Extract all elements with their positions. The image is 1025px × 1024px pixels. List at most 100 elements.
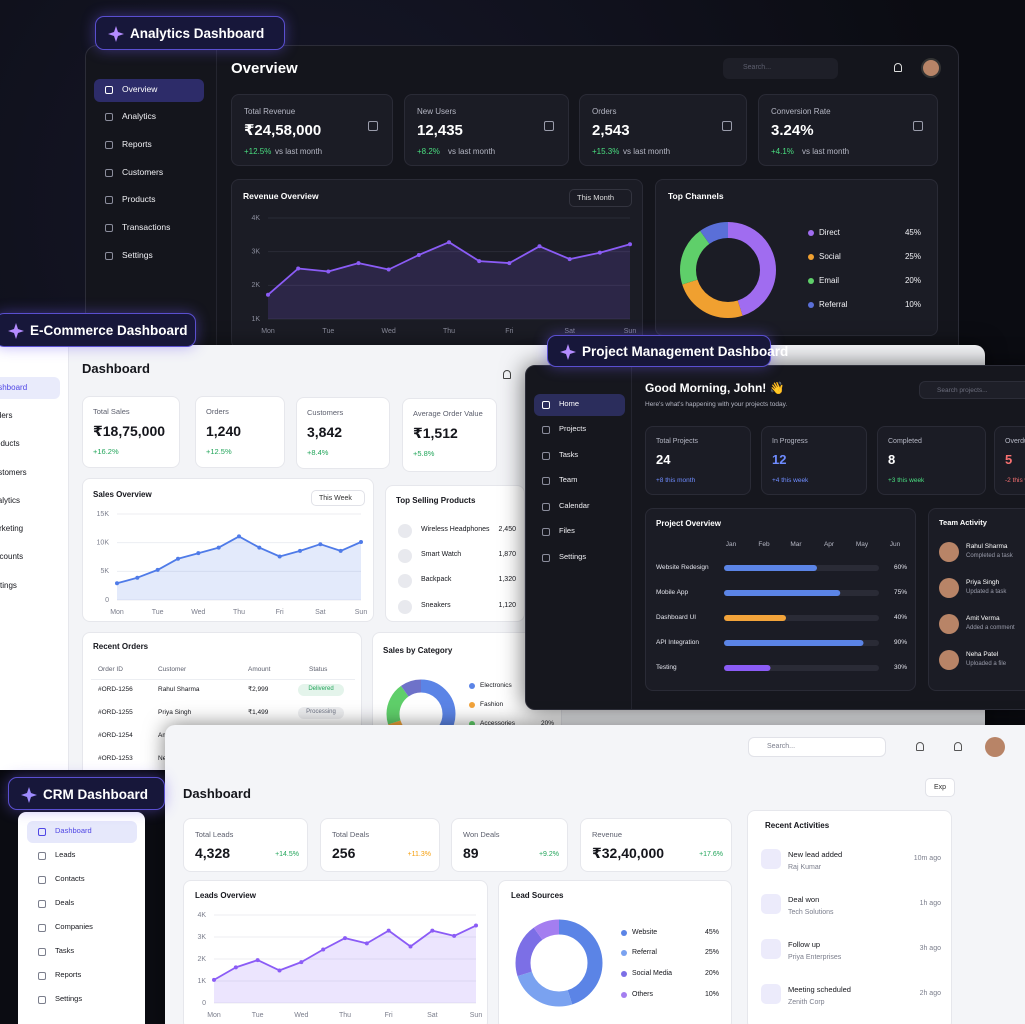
kpi-label: Revenue	[592, 830, 623, 839]
product-value: 1,870	[498, 551, 516, 558]
kpi-icon	[722, 121, 732, 131]
table-cell: #ORD-1255	[98, 709, 133, 716]
y-tick-label: 10K	[97, 540, 110, 547]
table-cell: Priya Singh	[158, 709, 192, 716]
filter-label: This Month	[577, 193, 615, 202]
nav-item: Overview	[122, 83, 158, 94]
line-point	[298, 548, 302, 553]
bell-icon	[916, 742, 924, 751]
activity-time: 1h ago	[919, 900, 941, 907]
activity-time: 3h ago	[919, 945, 941, 952]
kpi-change: +12.5%	[206, 447, 232, 456]
table-cell: Rahul Sharma	[158, 686, 200, 693]
donut-segment	[515, 919, 603, 1007]
legend-value: 10%	[704, 990, 719, 998]
line-point	[567, 257, 572, 262]
member-action: Completed a task	[966, 553, 1013, 559]
nav-icon	[542, 477, 550, 485]
badge-icon	[108, 26, 124, 42]
analytics-panel: Overview Analytics Reports Customers Product…	[85, 45, 959, 377]
line-point	[452, 933, 457, 938]
project-panel: Home Projects Tasks Team Calendar Files Settin…	[525, 365, 1025, 710]
line-chart: 0 5K 10K 15K Mon Tue Wed Thu Fri Sat Sun	[97, 511, 368, 616]
legend-swatch	[808, 254, 814, 260]
progress-bar	[724, 665, 771, 671]
kpi-note: vs last month	[623, 147, 671, 156]
kpi-card: In Progress 12 +4 this week	[761, 426, 867, 495]
legend-label: Email	[819, 276, 840, 285]
kpi-label: New Users	[417, 107, 457, 116]
badge-icon	[8, 323, 24, 339]
avatar	[939, 614, 959, 634]
kpi-label: Customers	[307, 408, 344, 417]
kpi-value: 12,435	[417, 122, 463, 139]
kpi-value: 256	[332, 845, 356, 861]
legend-label: Electronics	[480, 681, 512, 689]
avatar	[939, 578, 959, 598]
legend-label: Social	[819, 252, 841, 261]
export-button: Exp	[925, 778, 955, 797]
y-tick-label: 1K	[197, 978, 206, 985]
nav-item: Projects	[559, 424, 587, 434]
kpi-value: 3,842	[307, 424, 343, 440]
nav-icon	[542, 503, 550, 511]
nav-item: Settings	[122, 249, 153, 260]
page-title: Dashboard	[183, 786, 251, 801]
task-name: Testing	[656, 664, 677, 671]
badge-glyph	[108, 26, 124, 42]
y-tick-label: 3K	[197, 934, 206, 941]
search-placeholder: Search...	[743, 64, 772, 71]
activities-card: Recent Activities New lead added Raj Kumar…	[747, 810, 952, 1024]
kpi-label: Total Sales	[93, 407, 130, 416]
legend-value: 25%	[904, 252, 921, 261]
leads-card: Leads Overview 0 1K 2K 3K 4K Mon Tue Wed Thu Fri Sa…	[183, 880, 488, 1024]
nav-item: Home	[559, 399, 580, 409]
crm-sidebar: Dashboard Leads Contacts Deals Companies Task…	[18, 812, 145, 1024]
kpi-change: +16.2%	[93, 447, 119, 456]
legend-label: Others	[632, 990, 654, 998]
task-name: Dashboard UI	[656, 614, 697, 621]
card-title: Top Selling Products	[396, 496, 476, 505]
nav-item: Reports	[55, 970, 82, 980]
badge-glyph	[8, 323, 24, 339]
nav-item: Settings	[55, 994, 83, 1004]
badge-title: E-Commerce Dashboard	[30, 323, 188, 338]
channels-card: Top Channels Direct 45% Social 25% Email 20% Re…	[655, 179, 938, 336]
kpi-label: Total Revenue	[244, 107, 296, 116]
legend-value: 20%	[540, 719, 554, 727]
member-name: Rahul Sharma	[966, 543, 1008, 550]
nav-icon	[105, 169, 113, 177]
task-name: Website Redesign	[656, 564, 709, 571]
x-tick-label: Thu	[233, 609, 245, 616]
legend-swatch	[621, 971, 627, 977]
x-tick-label: Wed	[382, 328, 396, 335]
line-point	[477, 259, 482, 264]
kpi-card: Conversion Rate 3.24% +4.1% vs last month	[758, 94, 938, 166]
nav-icon	[38, 948, 46, 956]
line-point	[326, 269, 331, 274]
line-point	[597, 250, 602, 255]
kpi-label: Overdue	[1005, 438, 1025, 445]
line-point	[318, 542, 323, 547]
x-tick-label: Tue	[152, 609, 164, 616]
table-header: Customer	[158, 666, 187, 673]
table-header: Amount	[248, 666, 271, 673]
table-header: Status	[309, 666, 328, 673]
month-label: Apr	[823, 541, 835, 548]
gantt-bars	[724, 565, 879, 671]
x-tick-label: Fri	[505, 328, 514, 335]
line-point	[628, 242, 632, 247]
line-area	[214, 925, 476, 1003]
donut-segment	[680, 222, 776, 318]
product-name: Backpack	[421, 576, 452, 583]
nav-icon	[38, 924, 46, 932]
badge-icon	[21, 786, 37, 803]
nav-icon	[105, 86, 113, 94]
month-label: Jun	[889, 541, 901, 548]
donut-segment	[386, 679, 456, 749]
greeting: Good Morning, John! 👋	[645, 381, 785, 395]
kpi-value: 5	[1005, 452, 1013, 467]
line-point	[343, 936, 347, 941]
card-title: Leads Overview	[195, 891, 256, 900]
